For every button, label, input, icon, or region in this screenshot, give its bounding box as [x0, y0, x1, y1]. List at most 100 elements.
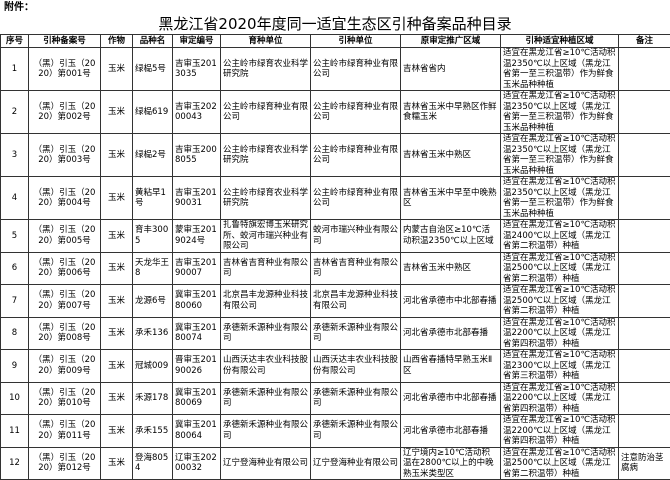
- table-cell: 吉审玉20200043: [173, 91, 221, 134]
- table-cell: 冠城009: [133, 350, 173, 383]
- table-cell: 公主岭市绿育农业科学研究院: [221, 48, 311, 91]
- attachment-label: 附件：: [4, 1, 34, 15]
- table-cell: 冀审玉20180064: [173, 415, 221, 448]
- table-cell: 吉林省玉米中早熟区作鲜食糯玉米: [401, 91, 501, 134]
- column-header: 序号: [1, 35, 29, 48]
- table-cell: （黑）引玉（2020）第011号: [29, 415, 101, 448]
- table-cell: 承德新禾源种业有限公司: [221, 415, 311, 448]
- table-cell: 河北省承德市中北部春播: [401, 382, 501, 415]
- table-cell: 12: [1, 447, 29, 480]
- empty-cell: [619, 48, 670, 91]
- table-cell: 河北省承德市北部春播: [401, 317, 501, 350]
- table-cell: 吉林省吉育种业有限公司: [311, 252, 401, 285]
- empty-cell: [619, 220, 670, 253]
- empty-cell: [619, 91, 670, 134]
- table-cell: 适宜在黑龙江省≥10℃活动积温2200℃以上区域（黑龙江省第四积温带）种植: [501, 382, 619, 415]
- table-cell: 适宜在黑龙江省≥10℃活动积温2300℃以上区域（黑龙江省第三积温带）种植: [501, 350, 619, 383]
- table-cell: 蒙审玉2019024号: [173, 220, 221, 253]
- table-cell: 玉米: [101, 220, 133, 253]
- table-cell: 4: [1, 177, 29, 220]
- table-cell: 吉审玉2008055: [173, 134, 221, 177]
- table-cell: 绿榀619: [133, 91, 173, 134]
- table-cell: 辽宁境内≥10℃活动积温在2800℃以上的中晚熟玉米类型区: [401, 447, 501, 480]
- table-cell: 适宜在黑龙江省≥10℃活动积温2350℃以上区域（黑龙江省第一至三积温带）作为鲜…: [501, 177, 619, 220]
- table-cell: 9: [1, 350, 29, 383]
- table-cell: 吉审玉20190031: [173, 177, 221, 220]
- table-cell: 冀审玉20180060: [173, 285, 221, 318]
- table-cell: 玉米: [101, 382, 133, 415]
- table-cell: 适宜在黑龙江省≥10℃活动积温2350℃以上区域（黑龙江省第一至三积温带）作为鲜…: [501, 134, 619, 177]
- table-cell: 适宜在黑龙江省≥10℃活动积温2350℃以上区域（黑龙江省第一至三积温带）作为鲜…: [501, 91, 619, 134]
- table-cell: （黑）引玉（2020）第008号: [29, 317, 101, 350]
- table-cell: 适宜在黑龙江省≥10℃活动积温2400℃以上区域（黑龙江省第二积温带）种植: [501, 220, 619, 253]
- table-cell: 适宜在黑龙江省≥10℃活动积温2500℃以上区域（黑龙江省第二积温带）种植: [501, 447, 619, 480]
- table-cell: 承德新禾源种业有限公司: [311, 382, 401, 415]
- table-cell: （黑）引玉（2020）第004号: [29, 177, 101, 220]
- document-title: 黑龙江省2020年度同一适宜生态区引种备案品种目录: [0, 15, 670, 34]
- header-row: 序号引种备案号作物品种名审定编号育种单位引种单位原审定推广区域引种适宜种植区域备…: [1, 35, 670, 48]
- table-cell: 内蒙古自治区≥10℃活动积温2350℃以上区域: [401, 220, 501, 253]
- column-header: 审定编号: [173, 35, 221, 48]
- table-cell: 5: [1, 220, 29, 253]
- table-cell: 育丰3005: [133, 220, 173, 253]
- empty-cell: [619, 415, 670, 448]
- table-cell: 吉林省玉米中熟区: [401, 252, 501, 285]
- table-cell: （黑）引玉（2020）第005号: [29, 220, 101, 253]
- empty-cell: [619, 177, 670, 220]
- table-cell: 吉审玉2013035: [173, 48, 221, 91]
- table-cell: 公主岭市绿育种业有限公司: [311, 48, 401, 91]
- table-cell: 玉米: [101, 285, 133, 318]
- column-header: 品种名: [133, 35, 173, 48]
- table-cell: 北京昌丰龙源种业科技有限公司: [221, 285, 311, 318]
- empty-cell: [619, 382, 670, 415]
- empty-cell: [619, 350, 670, 383]
- table-cell: 承德新禾源种业有限公司: [221, 317, 311, 350]
- table-cell: 公主岭市绿育农业科学研究院: [221, 134, 311, 177]
- table-cell: 山西沃达丰农业科技股份有限公司: [311, 350, 401, 383]
- table-cell: 7: [1, 285, 29, 318]
- table-cell: 承德新禾源种业有限公司: [221, 382, 311, 415]
- table-cell: 辽宁登海种业有限公司: [311, 447, 401, 480]
- table-cell: 吉林省省内: [401, 48, 501, 91]
- table-cell: 辽宁登海种业有限公司: [221, 447, 311, 480]
- table-cell: 适宜在黑龙江省≥10℃活动积温2350℃以上区域（黑龙江省第一至三积温带）作为鲜…: [501, 48, 619, 91]
- table-cell: 黄粘早1号: [133, 177, 173, 220]
- table-cell: 6: [1, 252, 29, 285]
- table-cell: 禾源178: [133, 382, 173, 415]
- table-cell: 适宜在黑龙江省≥10℃活动积温2500℃以上区域（黑龙江省第二积温带）种植: [501, 252, 619, 285]
- table-cell: 适宜在黑龙江省≥10℃活动积温2200℃以上区域（黑龙江省第四积温带）种植: [501, 317, 619, 350]
- table-cell: （黑）引玉（2020）第007号: [29, 285, 101, 318]
- table-cell: 天龙华王8: [133, 252, 173, 285]
- table-cell: （黑）引玉（2020）第010号: [29, 382, 101, 415]
- table-cell: 适宜在黑龙江省≥10℃活动积温2200℃以上区域（黑龙江省第四积温带）种植: [501, 415, 619, 448]
- table-cell: 玉米: [101, 134, 133, 177]
- table-cell: 承禾136: [133, 317, 173, 350]
- table-cell: 玉米: [101, 177, 133, 220]
- table-cell: 1: [1, 48, 29, 91]
- empty-cell: [619, 285, 670, 318]
- table-cell: 扎鲁特旗宏博玉米研究所、蛟河市瑞兴种业有限公司: [221, 220, 311, 253]
- table-cell: 蛟河市瑞兴种业有限公司: [311, 220, 401, 253]
- table-cell: 龙源6号: [133, 285, 173, 318]
- table-cell: 河北省承德市中北部春播: [401, 285, 501, 318]
- table-cell: 10: [1, 382, 29, 415]
- table-cell: 吉审玉20190007: [173, 252, 221, 285]
- table-cell: 公主岭市绿育种业有限公司: [221, 91, 311, 134]
- table-cell: 绿榀5号: [133, 48, 173, 91]
- table-cell: 公主岭市绿育农业科学研究院: [221, 177, 311, 220]
- empty-cell: [619, 134, 670, 177]
- table-cell: 绿榀2号: [133, 134, 173, 177]
- table-cell: 山西沃达丰农业科技股份有限公司: [221, 350, 311, 383]
- table-cell: （黑）引玉（2020）第003号: [29, 134, 101, 177]
- table-cell: 承德新禾源种业有限公司: [311, 317, 401, 350]
